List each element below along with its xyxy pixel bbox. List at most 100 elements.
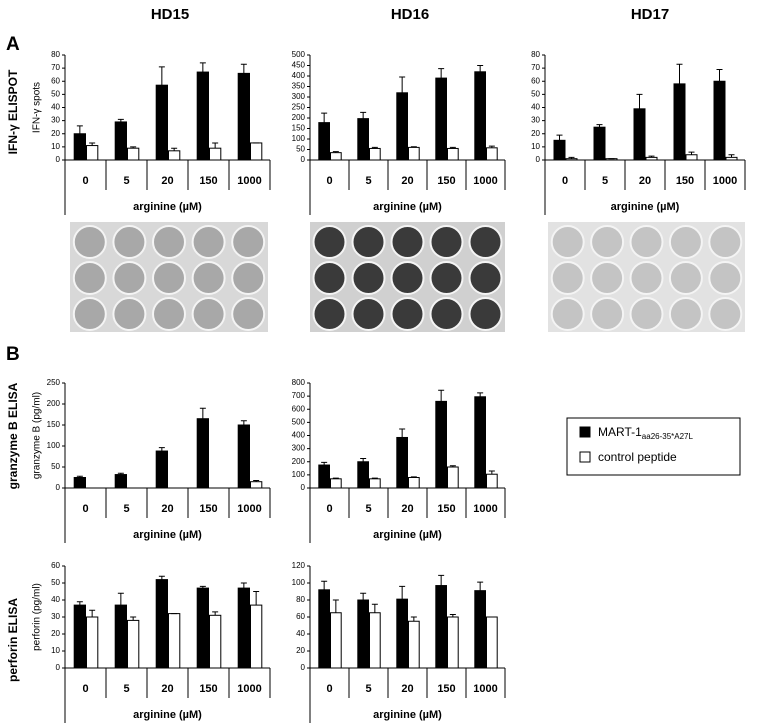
panel-label: B [6, 344, 20, 365]
x-tick-label: 1000 [237, 503, 261, 515]
y-axis-label: IFN-γ spots [32, 82, 43, 133]
x-axis-label: arginine (µM) [373, 709, 442, 721]
error-bar [676, 63, 683, 84]
error-bar [76, 601, 83, 606]
well [629, 225, 664, 259]
y-tick-label: 20 [51, 629, 60, 638]
well [550, 297, 585, 331]
bar [435, 585, 447, 669]
x-tick-label: 150 [437, 175, 455, 187]
bar [474, 71, 486, 161]
y-tick-label: 500 [292, 50, 306, 59]
y-tick-label: 350 [292, 82, 306, 91]
x-tick-label: 20 [161, 503, 173, 515]
row-label: IFN-γ ELISPOT [6, 69, 20, 154]
bar [369, 147, 381, 161]
error-bar [399, 76, 406, 93]
bar [447, 616, 459, 669]
well [351, 297, 386, 331]
y-tick-label: 40 [51, 103, 60, 112]
error-bar [158, 66, 165, 86]
y-axis-label: perforin (pg/ml) [32, 583, 43, 651]
legend-box [566, 417, 741, 476]
error-bar [117, 118, 124, 122]
well [112, 225, 147, 259]
well [708, 225, 743, 259]
x-tick-label: 0 [562, 175, 568, 187]
y-tick-label: 150 [292, 124, 306, 133]
bar [725, 156, 738, 161]
error-bar [556, 134, 563, 141]
well [72, 225, 107, 259]
error-bar [321, 461, 328, 466]
bar [357, 461, 369, 489]
bar [155, 84, 168, 161]
y-tick-label: 500 [292, 417, 306, 426]
y-tick-label: 200 [292, 113, 306, 122]
well [668, 297, 703, 331]
legend-swatch [579, 426, 591, 438]
bar [209, 614, 222, 669]
bar [155, 579, 168, 669]
y-tick-label: 10 [51, 646, 60, 655]
y-tick-label: 60 [51, 76, 60, 85]
x-tick-label: 150 [676, 175, 694, 187]
well [708, 297, 743, 331]
well [231, 261, 266, 295]
well [429, 297, 464, 331]
bar [127, 619, 140, 669]
bar [369, 478, 381, 489]
y-tick-label: 40 [296, 629, 305, 638]
x-tick-label: 1000 [237, 175, 261, 187]
x-axis-label: arginine (µM) [133, 201, 202, 213]
bar [237, 424, 250, 489]
error-bar [171, 147, 178, 151]
legend-label: MART-1aa26-35*A27L [598, 425, 694, 441]
error-bar [568, 156, 575, 159]
y-tick-label: 20 [531, 129, 540, 138]
x-tick-label: 5 [365, 683, 371, 695]
error-bar [199, 585, 206, 589]
y-tick-label: 50 [51, 89, 60, 98]
y-tick-label: 100 [292, 470, 306, 479]
well [312, 261, 347, 295]
well [152, 297, 186, 331]
x-axis-label: arginine (µM) [373, 201, 442, 213]
well [112, 297, 147, 331]
bar [330, 152, 342, 161]
x-tick-label: 20 [401, 503, 413, 515]
bar [396, 598, 408, 669]
row-label: granzyme B ELISA [6, 382, 20, 489]
x-tick-label: 1000 [713, 175, 737, 187]
bar [486, 147, 498, 161]
bar [645, 156, 658, 161]
well [390, 225, 425, 259]
error-bar [89, 609, 96, 617]
y-tick-label: 100 [47, 441, 61, 450]
y-tick-label: 0 [301, 663, 306, 672]
error-bar [76, 475, 83, 478]
y-tick-label: 10 [51, 142, 60, 151]
y-tick-label: 700 [292, 391, 306, 400]
well [312, 225, 347, 259]
y-tick-label: 400 [292, 431, 306, 440]
error-bar [371, 146, 378, 149]
error-bar [716, 68, 723, 82]
x-tick-label: 20 [401, 683, 413, 695]
well [550, 225, 585, 259]
error-bar [332, 151, 339, 153]
y-tick-label: 0 [301, 155, 306, 164]
column-header: HD16 [391, 6, 429, 23]
x-tick-label: 150 [199, 683, 217, 695]
error-bar [449, 613, 456, 617]
well [351, 225, 386, 259]
bar [396, 436, 408, 489]
error-bar [438, 389, 445, 402]
bar [86, 145, 99, 161]
y-tick-label: 80 [296, 595, 305, 604]
y-tick-label: 600 [292, 404, 306, 413]
bar [408, 620, 420, 669]
y-tick-label: 50 [51, 462, 60, 471]
y-tick-label: 30 [51, 612, 60, 621]
